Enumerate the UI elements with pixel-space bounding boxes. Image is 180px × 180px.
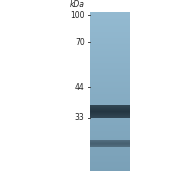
Text: kDa: kDa — [70, 0, 85, 9]
Text: 70: 70 — [75, 38, 85, 47]
Text: 100: 100 — [70, 11, 85, 20]
Text: 33: 33 — [75, 113, 85, 122]
Text: 44: 44 — [75, 83, 85, 92]
